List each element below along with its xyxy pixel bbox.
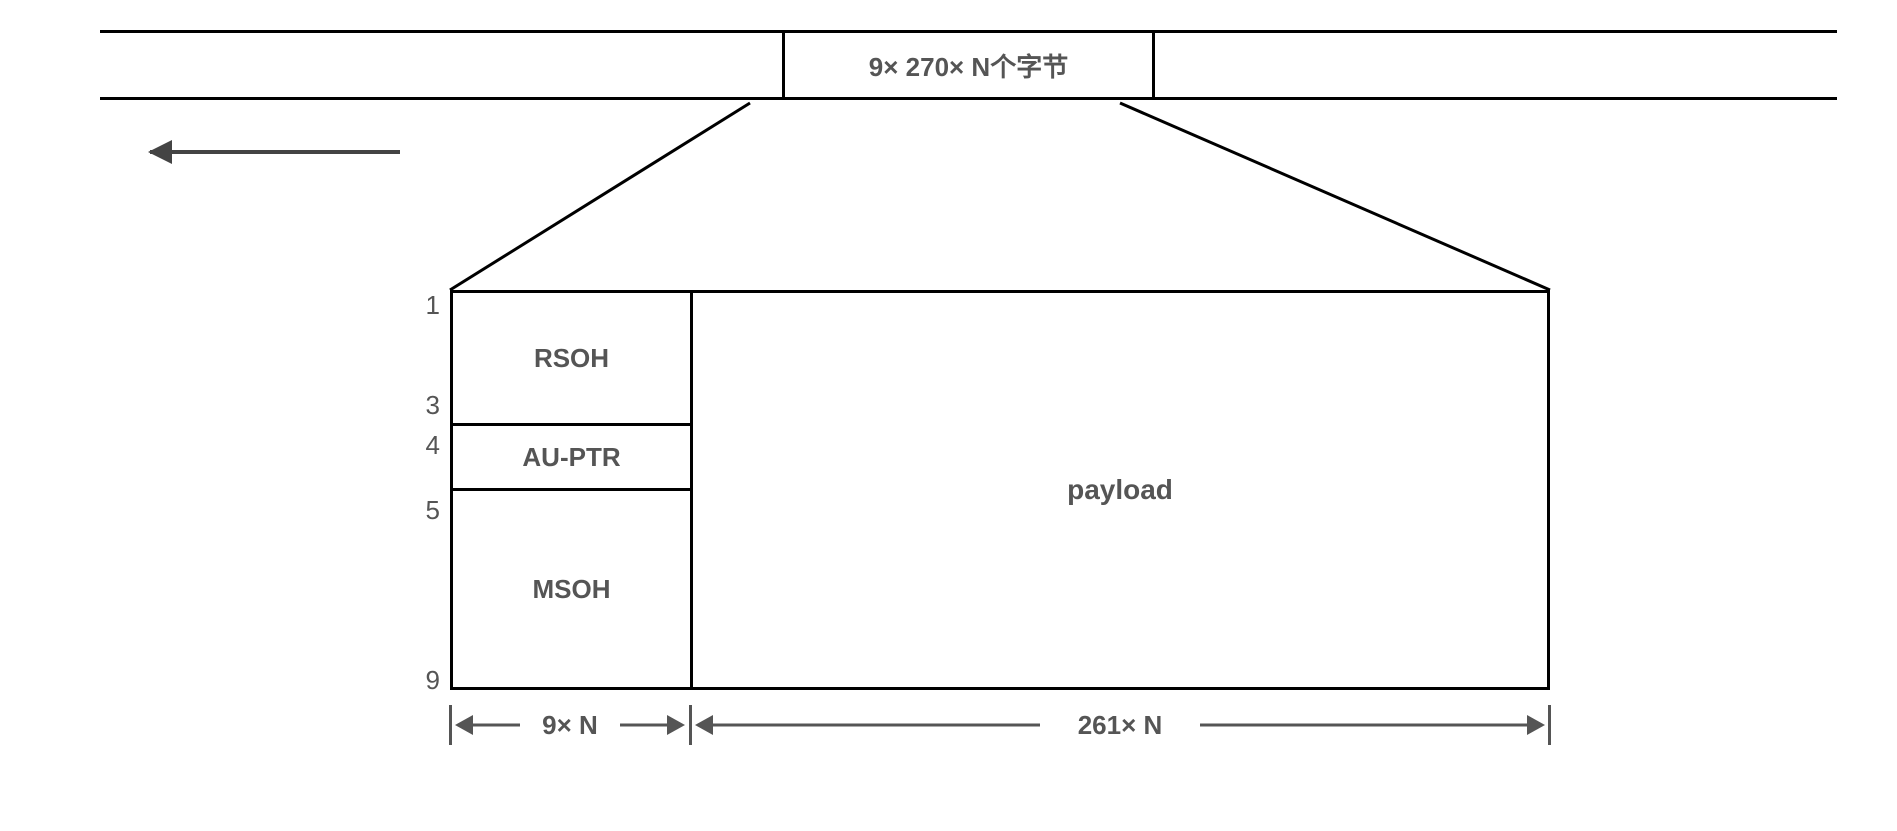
connector-lines [20,100,1620,300]
stream-segment-right [1155,33,1837,97]
auptr-section: AU-PTR [453,426,690,491]
stm-frame-diagram: 9× 270× N个字节 1 3 4 5 9 RSOH AU-PTR MSOH … [20,20,1877,811]
rsoh-section: RSOH [453,293,690,426]
payload-dimension: 261× N [690,700,1550,750]
payload-width-label: 261× N [1078,710,1163,741]
direction-arrow-icon [150,150,400,154]
rsoh-label: RSOH [534,343,609,374]
payload-section: payload [693,293,1547,687]
auptr-label: AU-PTR [522,442,620,473]
row-label-9: 9 [410,665,440,696]
dimension-bar: 9× N 261× N [450,700,1550,750]
stream-segment-left [100,33,785,97]
dim-arrow-head-icon [667,715,685,735]
dim-line [710,724,1040,727]
dim-arrow-head-icon [1527,715,1545,735]
frame-stream-bar: 9× 270× N个字节 [100,30,1837,100]
stream-segment-center: 9× 270× N个字节 [785,33,1155,97]
dim-line [620,724,670,727]
row-label-4: 4 [410,430,440,461]
msoh-section: MSOH [453,491,690,687]
row-label-3: 3 [410,390,440,421]
frame-size-label: 9× 270× N个字节 [869,47,1068,84]
dim-line [1200,724,1530,727]
row-label-1: 1 [410,290,440,321]
frame-structure: RSOH AU-PTR MSOH payload [450,290,1550,690]
row-label-5: 5 [410,495,440,526]
dim-line [470,724,520,727]
overhead-dimension: 9× N [450,700,690,750]
payload-label: payload [1067,474,1173,506]
overhead-column: RSOH AU-PTR MSOH [453,293,693,687]
overhead-width-label: 9× N [542,710,598,741]
msoh-label: MSOH [533,574,611,605]
